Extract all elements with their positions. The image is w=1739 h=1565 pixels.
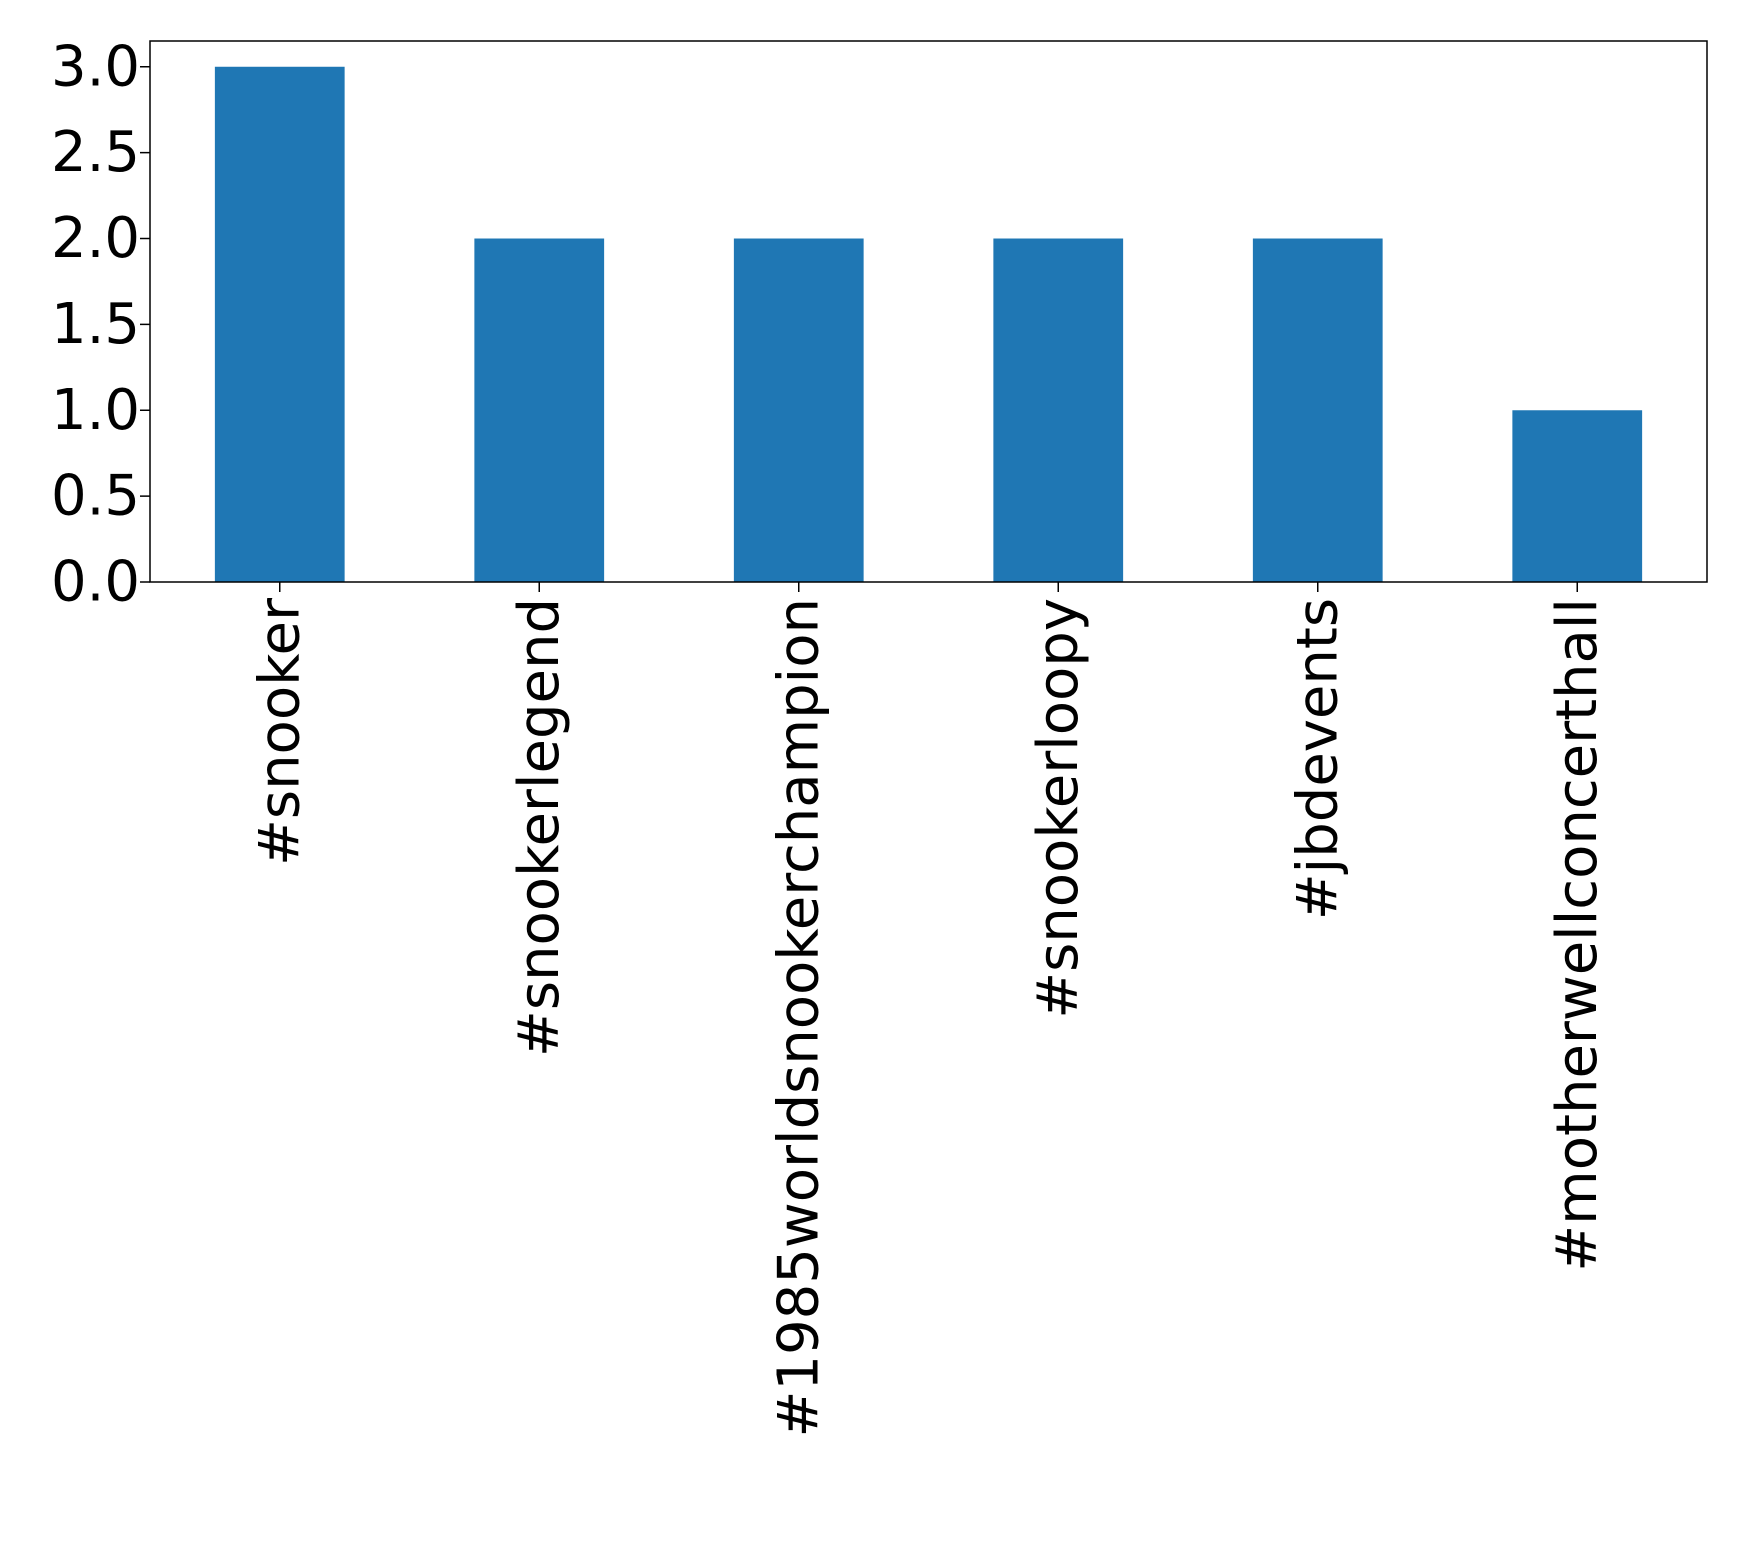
x-tick-label: #jbdevents (1285, 598, 1350, 920)
x-tick-label: #1985worldsnookerchampion (766, 598, 831, 1438)
bars-group (214, 66, 1643, 582)
y-tick-label: 0.0 (51, 550, 140, 615)
bar-snooker (214, 66, 345, 582)
y-tick-label: 2.5 (51, 120, 140, 185)
y-tick-label: 1.5 (51, 292, 140, 357)
bar-jbdevents (1252, 238, 1383, 582)
bar-1985worldsnookerchampion (733, 238, 864, 582)
y-tick-label: 0.5 (51, 464, 140, 529)
y-tick-label: 3.0 (51, 34, 140, 99)
x-axis: #snooker #snookerlegend #1985worldsnookerc… (247, 582, 1610, 1438)
bar-motherwellconcerthall (1512, 410, 1643, 582)
y-tick-label: 2.0 (51, 206, 140, 271)
bar-snookerlegend (474, 238, 605, 582)
y-tick-label: 1.0 (51, 378, 140, 443)
plot-frame (149, 40, 1708, 583)
x-tick-label: #motherwellconcerthall (1545, 598, 1610, 1272)
x-tick-label: #snookerloopy (1026, 598, 1091, 1019)
x-tick-label: #snooker (247, 597, 312, 866)
y-axis: 0.0 0.5 1.0 1.5 2.0 2.5 3.0 (51, 34, 150, 615)
bar-snookerloopy (993, 238, 1124, 582)
x-tick-label: #snookerlegend (507, 598, 572, 1057)
